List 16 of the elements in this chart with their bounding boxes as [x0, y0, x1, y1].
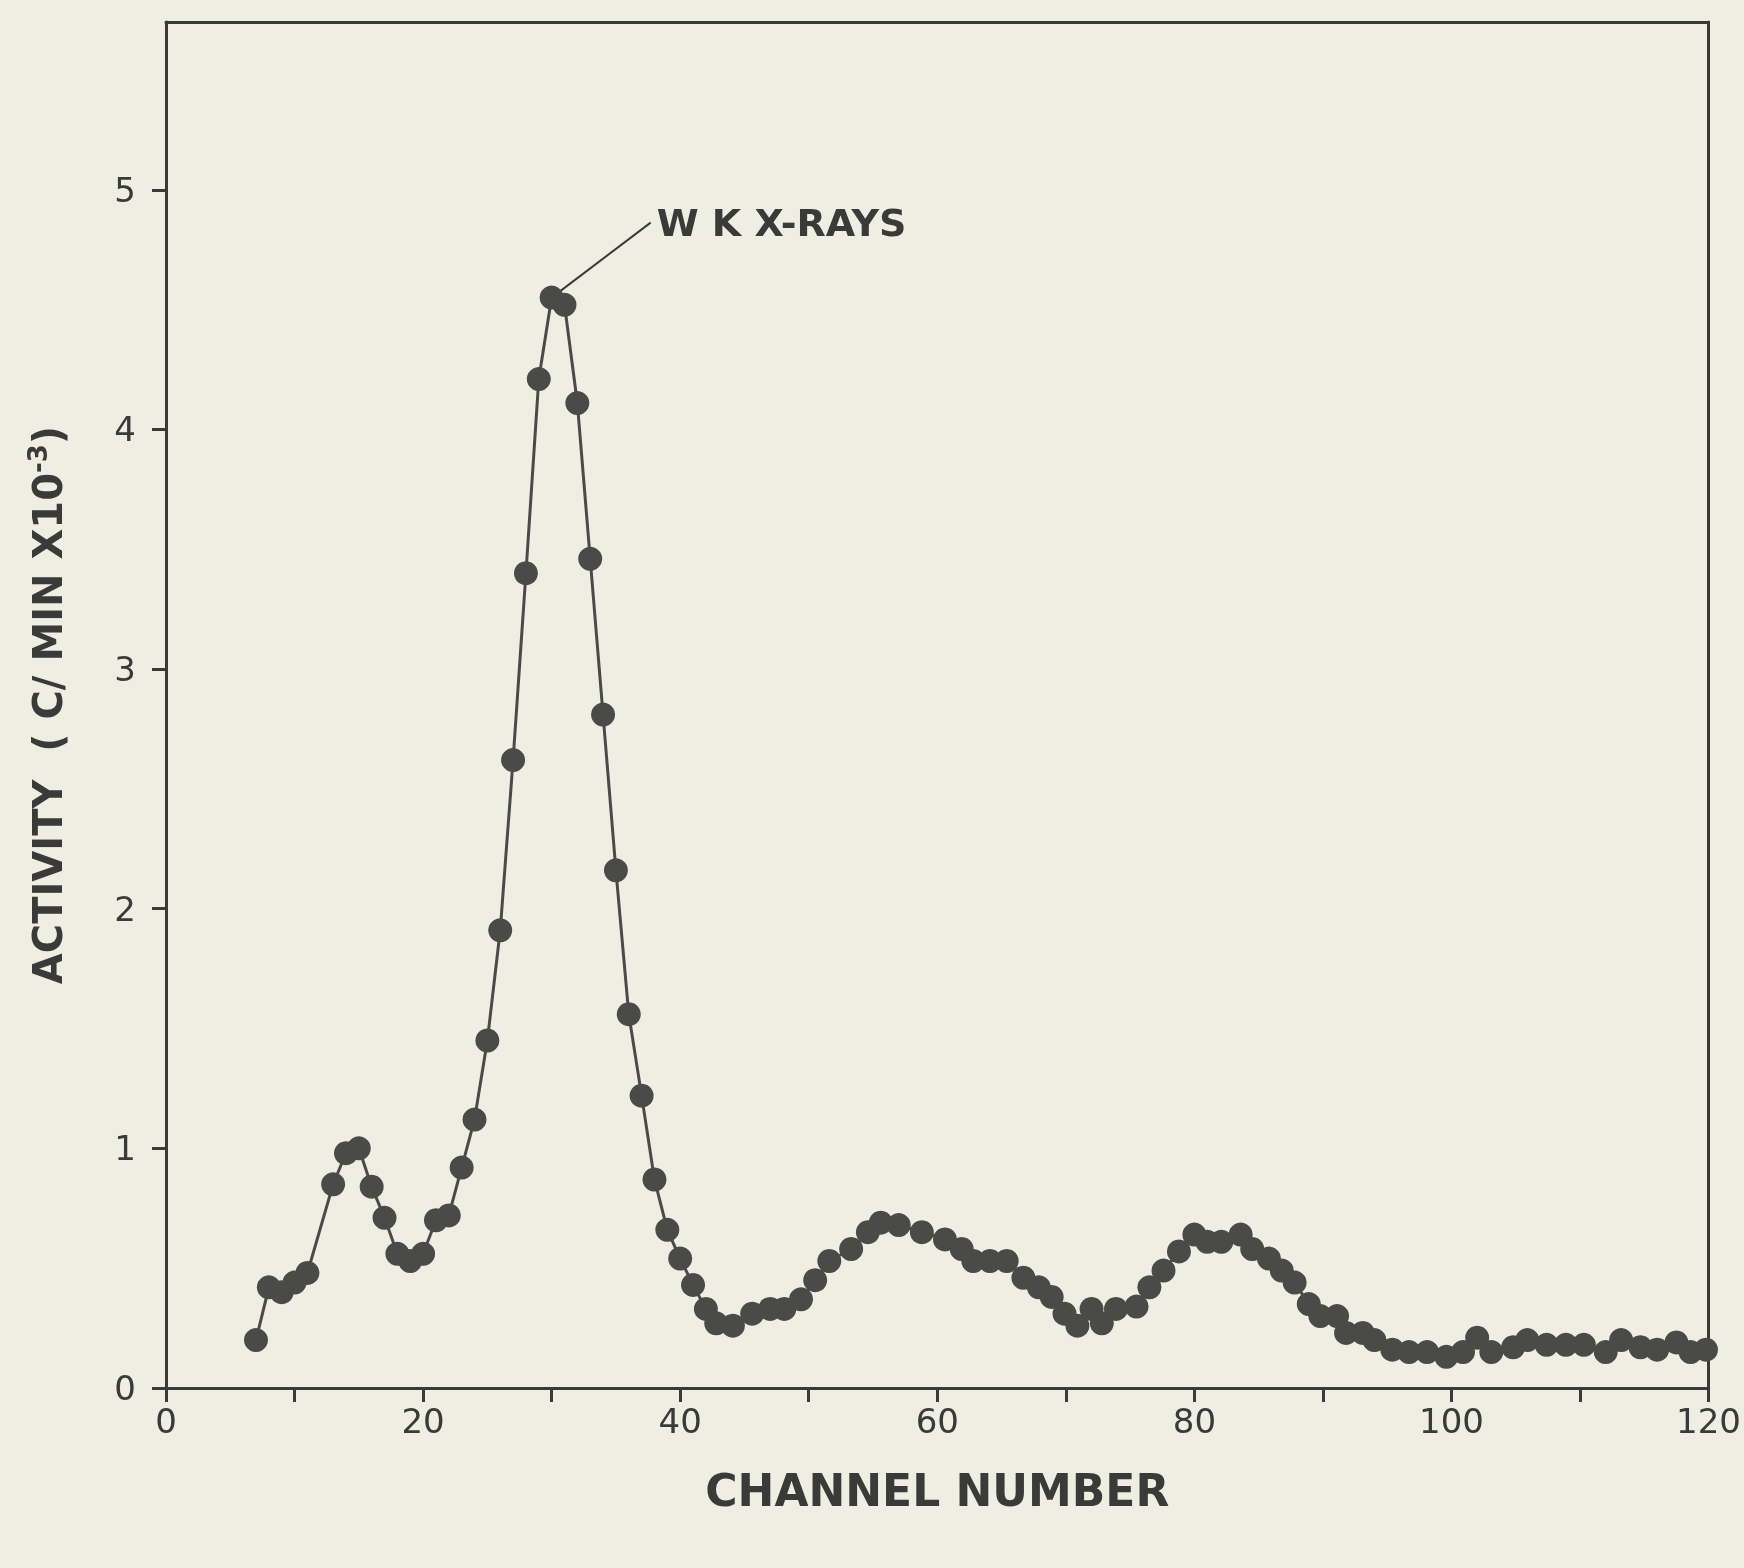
y-tick-label: 1 — [114, 1128, 136, 1169]
x-tick-label: 60 — [915, 1401, 959, 1441]
x-tick-label: 100 — [1419, 1401, 1484, 1441]
y-axis-title: ACTIVITY ( C/ MIN X10-3) — [23, 425, 71, 985]
y-tick-label: 5 — [114, 169, 136, 210]
x-axis-title: CHANNEL NUMBER — [705, 1464, 1170, 1516]
x-tick-label: 40 — [658, 1401, 702, 1441]
y-tick-label: 4 — [114, 409, 136, 450]
x-tick-label: 20 — [401, 1401, 445, 1441]
y-tick-label: 2 — [114, 888, 136, 929]
annotation: W K X-RAYS — [656, 200, 907, 245]
x-tick-label: 120 — [1676, 1401, 1742, 1441]
x-tick-label: 0 — [155, 1401, 177, 1441]
y-tick-label: 0 — [114, 1368, 136, 1408]
y-tick-label: 3 — [114, 649, 136, 690]
x-tick-label: 80 — [1172, 1401, 1216, 1441]
